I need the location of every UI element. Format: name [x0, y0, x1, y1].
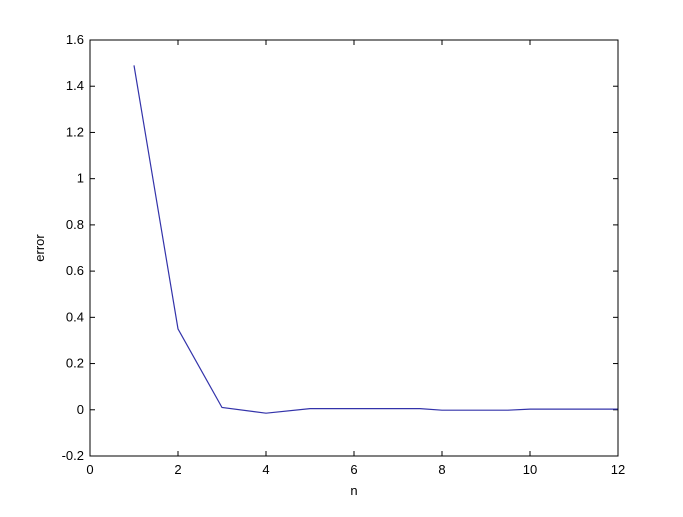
y-tick-label: 0.6 — [66, 263, 84, 278]
y-tick-label: 0.2 — [66, 356, 84, 371]
y-tick-label: 0.4 — [66, 309, 84, 324]
series-line — [133, 65, 618, 414]
x-tick-label: 12 — [611, 462, 625, 477]
x-tick-label: 4 — [262, 462, 269, 477]
y-tick-label: 1.2 — [66, 124, 84, 139]
y-tick-label: 0.8 — [66, 217, 84, 232]
x-tick-label: 8 — [438, 462, 445, 477]
y-tick-label: -0.2 — [62, 448, 84, 463]
x-tick-label: 10 — [523, 462, 537, 477]
y-tick-label: 1.6 — [66, 32, 84, 47]
x-tick-label: 2 — [174, 462, 181, 477]
x-tick-label: 6 — [350, 462, 357, 477]
y-axis-label: error — [32, 234, 47, 262]
y-tick-label: 1.4 — [66, 78, 84, 93]
y-tick-label: 1 — [77, 171, 84, 186]
axes-box — [89, 39, 619, 457]
x-axis-label: n — [350, 483, 357, 498]
y-tick-label: 0 — [77, 402, 84, 417]
x-tick-label: 0 — [86, 462, 93, 477]
